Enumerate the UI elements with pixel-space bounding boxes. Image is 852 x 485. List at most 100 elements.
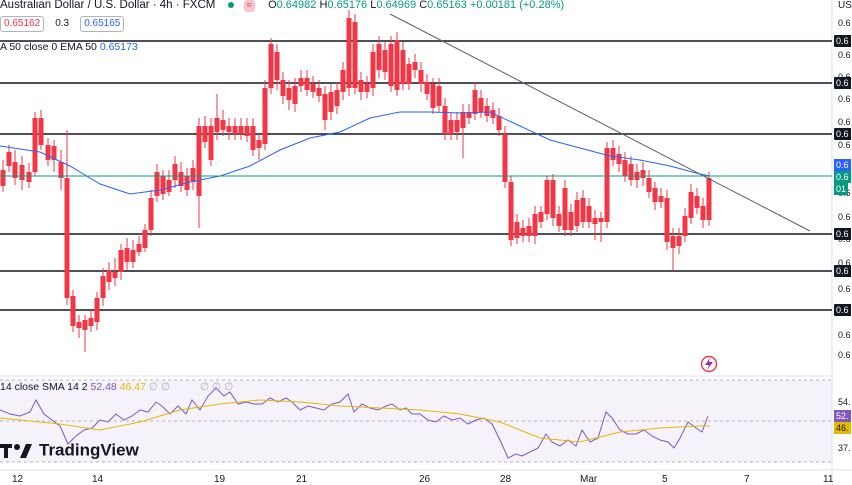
price-axis-label: 0.6 [838, 258, 851, 268]
candle-body [100, 276, 106, 298]
candle-body [178, 172, 184, 186]
candle-body [316, 88, 322, 96]
candle-body [484, 106, 490, 116]
candle-body [616, 154, 622, 164]
candle-body [586, 206, 592, 222]
candle-body [568, 212, 574, 230]
candle-body [12, 162, 18, 178]
candle-body [706, 178, 712, 220]
candle-body [556, 214, 562, 226]
candle-body [88, 318, 94, 326]
candle-body [478, 98, 484, 112]
rsi-empty-values: ∅ ∅ [148, 381, 171, 393]
candle-body [166, 180, 172, 192]
candle-body [310, 84, 316, 92]
candle-body [19, 165, 25, 180]
candle-body [154, 172, 160, 196]
candle-body [532, 214, 538, 236]
candle-body [358, 80, 364, 92]
trend-line [389, 13, 811, 232]
candle-body [334, 90, 340, 106]
bid-ask-panel: 0.65162 0.3 0.65165 [0, 16, 125, 32]
candle-body [664, 198, 670, 242]
candle-body [142, 230, 148, 248]
level-price-tag: 0.6 [834, 265, 851, 277]
rsi-label: 14 close SMA 14 2 [0, 381, 88, 393]
candle-body [412, 62, 418, 70]
candle-body [94, 298, 100, 322]
price-axis-label: 0.6 [838, 50, 851, 60]
tradingview-logo[interactable]: TradingView [0, 440, 139, 460]
time-axis-label: 14 [92, 474, 104, 485]
brand-name: TradingView [39, 440, 139, 460]
candle-body [436, 86, 442, 106]
candle-body [652, 188, 658, 202]
candle-body [322, 94, 328, 120]
candle-body [6, 152, 12, 166]
level-price-tag: 0.6 [834, 304, 851, 316]
candle-body [232, 126, 238, 134]
candle-body [364, 84, 370, 92]
rsi-legend[interactable]: 14 close SMA 14 2 52.48 46.47 ∅ ∅ ∅ ∅ ∅ [0, 380, 233, 394]
rsi-axis-label: 37. [838, 443, 851, 453]
candle-body [64, 178, 70, 298]
rsi-sma-line [0, 399, 710, 443]
candle-body [430, 84, 436, 108]
candle-body [628, 164, 634, 180]
candle-body [244, 126, 250, 136]
candle-body [388, 44, 394, 86]
candle-body [124, 248, 130, 262]
candle-body [604, 148, 610, 222]
ema-legend[interactable]: A 50 close 0 EMA 50 0.65173 [0, 40, 138, 54]
candle-body [508, 182, 514, 240]
candle-body [190, 168, 196, 182]
time-axis-label: 7 [744, 474, 750, 485]
candle-body [352, 22, 358, 88]
candle-body [538, 212, 544, 222]
symbol-legend[interactable]: Australian Dollar / U.S. Dollar · 4h · F… [0, 0, 564, 12]
current-price-tag: 0.6 [834, 171, 851, 183]
buy-button[interactable]: 0.65165 [80, 16, 125, 32]
time-axis-label: 11 [823, 474, 834, 485]
candle-body [454, 120, 460, 132]
candle-body [700, 206, 706, 220]
candle-body [70, 296, 76, 326]
candle-body [346, 18, 352, 88]
wave-icon: ≈ [243, 0, 255, 12]
candle-body [592, 218, 598, 224]
ema-price-tag: 0.6 [834, 159, 851, 171]
candle-body [418, 70, 424, 84]
time-axis-label: 21 [296, 474, 308, 485]
candle-body [676, 236, 682, 246]
candle-body [382, 50, 388, 72]
level-price-tag: 0.6 [834, 77, 851, 89]
symbol-title[interactable]: Australian Dollar / U.S. Dollar · 4h · F… [0, 0, 216, 11]
candle-body [172, 164, 178, 180]
lightning-icon[interactable] [700, 355, 718, 373]
ohlc-values: O0.64982 H0.65176 L0.64969 C0.65163 +0.0… [268, 0, 565, 11]
candle-body [514, 222, 520, 238]
candle-body [160, 176, 166, 194]
candle-body [32, 118, 38, 172]
candle-body [682, 216, 688, 236]
sell-button[interactable]: 0.65162 [0, 16, 45, 32]
candle-body [688, 192, 694, 218]
candle-body [340, 70, 346, 92]
price-axis-label: 0.6 [838, 284, 851, 294]
candle-body [466, 112, 472, 118]
countdown-tag: 01 [834, 183, 849, 195]
candle-body [220, 120, 226, 130]
market-open-icon [228, 1, 235, 8]
candle-body [280, 80, 286, 96]
candle-body [112, 272, 118, 278]
candle-body [394, 40, 400, 90]
candle-body [76, 322, 82, 328]
candle-body [45, 145, 51, 160]
candle-body [670, 236, 676, 248]
candle-body [622, 160, 628, 176]
time-axis-label: Mar [580, 474, 598, 485]
candle-body [148, 198, 154, 230]
candle-body [328, 92, 334, 112]
candle-body [196, 126, 202, 196]
